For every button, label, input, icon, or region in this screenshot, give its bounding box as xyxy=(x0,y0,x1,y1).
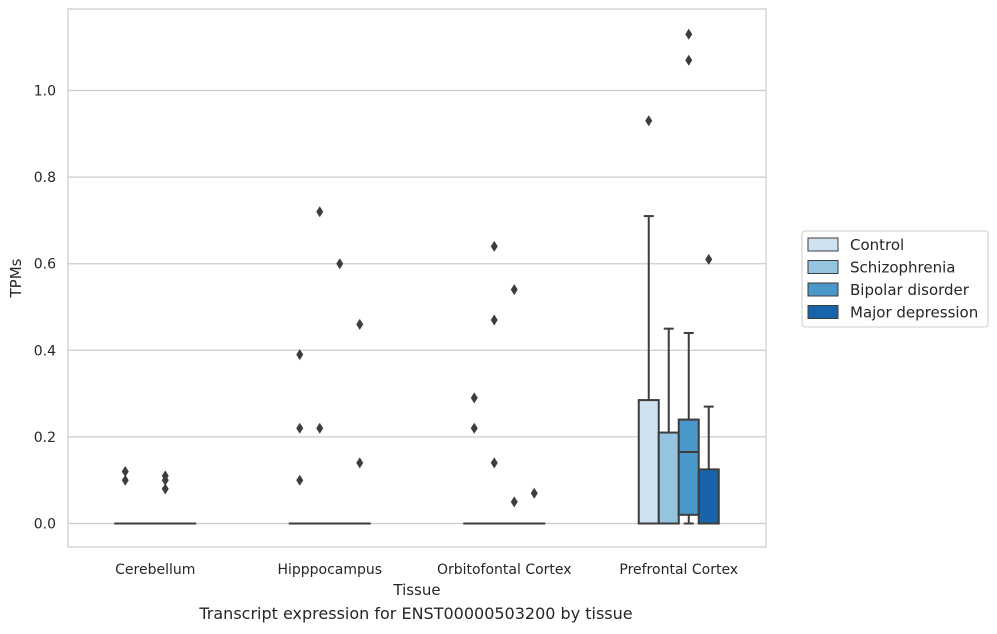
outlier-point xyxy=(121,466,129,478)
legend-swatch xyxy=(807,260,839,274)
outlier-point xyxy=(121,474,129,486)
outlier-point xyxy=(316,206,324,218)
x-tick-label: Hipppocampus xyxy=(277,562,382,578)
outlier-point xyxy=(645,115,653,127)
y-tick-label: 0.6 xyxy=(34,257,56,273)
y-tick-label: 0.2 xyxy=(34,430,56,446)
x-axis-label: Tissue xyxy=(392,581,440,599)
outlier-point xyxy=(685,28,693,40)
legend-label: Schizophrenia xyxy=(850,259,955,277)
box-body xyxy=(637,399,660,525)
legend-swatch xyxy=(807,282,839,297)
outlier-point xyxy=(490,240,498,252)
x-tick-label: Cerebellum xyxy=(115,562,195,578)
legend-swatch xyxy=(807,305,839,319)
y-tick-label: 0.0 xyxy=(34,517,56,533)
outlier-point xyxy=(296,349,304,361)
box-3-2 xyxy=(677,331,700,525)
outlier-point xyxy=(705,253,713,265)
box-3-1 xyxy=(657,327,680,525)
y-axis-label: TPMs xyxy=(7,258,25,298)
outlier-point xyxy=(510,496,518,508)
y-tick-label: 0.8 xyxy=(34,170,56,186)
box-body xyxy=(697,468,720,525)
outlier-point xyxy=(490,314,498,326)
outlier-point xyxy=(510,284,518,296)
outlier-point xyxy=(161,483,169,495)
y-tick-labels: 0.0 0.2 0.4 0.6 0.8 1.0 xyxy=(34,84,56,533)
outlier-point xyxy=(296,422,304,434)
outlier-point xyxy=(685,54,693,66)
box-3-0 xyxy=(637,215,660,525)
x-tick-labels: Cerebellum Hipppocampus Orbitofontal Corte… xyxy=(115,562,738,578)
x-tick-label: Orbitofontal Cortex xyxy=(437,562,572,578)
outlier-point xyxy=(356,457,364,469)
y-tick-label: 0.4 xyxy=(34,343,56,359)
y-tick-label: 1.0 xyxy=(34,84,56,100)
legend-frame xyxy=(801,230,989,328)
box-3-3 xyxy=(697,405,720,525)
outlier-point xyxy=(470,422,478,434)
box-body xyxy=(677,418,700,516)
box-body xyxy=(657,431,680,525)
legend-swatch xyxy=(807,237,839,252)
legend-label: Control xyxy=(850,236,904,254)
box-layer xyxy=(114,215,720,525)
plot-frame xyxy=(67,8,767,548)
outlier-point xyxy=(161,474,169,486)
legend-label: Major depression xyxy=(850,304,978,322)
x-tick-label: Prefrontal Cortex xyxy=(619,562,738,578)
outlier-point xyxy=(356,318,364,330)
outlier-point xyxy=(296,474,304,486)
outlier-point xyxy=(336,258,344,270)
outlier-point xyxy=(530,487,538,499)
outlier-layer xyxy=(121,28,713,508)
legend-label: Bipolar disorder xyxy=(850,281,970,299)
outlier-point xyxy=(490,457,498,469)
legend: Control Schizophrenia Bipolar disorder Majo… xyxy=(801,230,989,328)
outlier-point xyxy=(316,422,324,434)
figure-caption: Transcript expression for ENST0000050320… xyxy=(199,604,633,623)
outlier-point xyxy=(470,392,478,404)
